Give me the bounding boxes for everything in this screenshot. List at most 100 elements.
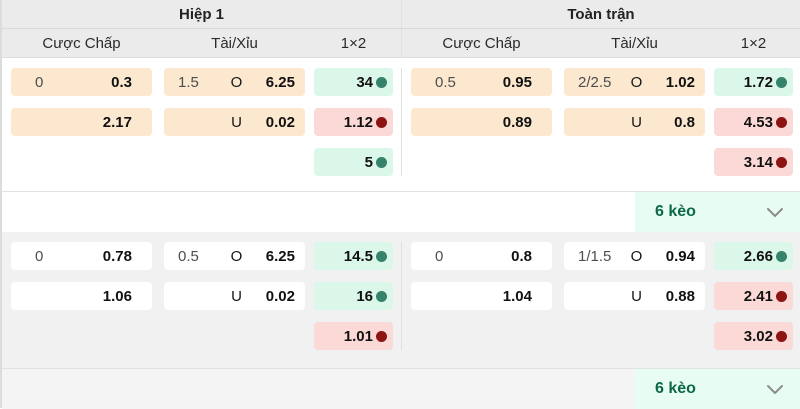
one-x-two-odds-cell[interactable]: 14.5 (314, 242, 393, 270)
column-header-right: Cược Chấp Tài/Xỉu 1×2 (401, 29, 800, 57)
one-x-two-odds: 2.66 (743, 247, 773, 265)
odds-row: 2.17 U 0.02 1.12 (2, 108, 401, 136)
handicap-odds: 0.8 (511, 247, 532, 265)
over-under-odds: 0.88 (665, 287, 695, 305)
trend-dot-icon (776, 156, 787, 168)
chevron-down-icon (766, 384, 784, 395)
over-under-odds: 0.02 (265, 113, 295, 131)
handicap-odds: 0.78 (102, 247, 132, 265)
bookmaker-block-bottom: 0 0.78 0.5 O 6.25 14.5 1.06 (2, 232, 800, 368)
handicap-odds-cell[interactable]: 2.17 (11, 108, 152, 136)
trend-dot-icon (376, 156, 387, 168)
trend-dot-icon (776, 330, 787, 342)
trend-dot-icon (376, 76, 387, 88)
one-x-two-odds: 16 (356, 287, 373, 305)
handicap-odds-cell-empty (411, 148, 552, 176)
odds-row: 0 0.78 0.5 O 6.25 14.5 (2, 242, 401, 270)
one-x-two-odds-cell[interactable]: 1.72 (714, 68, 793, 96)
handicap-odds-cell[interactable]: 0 0.3 (11, 68, 152, 96)
over-under-odds-cell[interactable]: U 0.8 (564, 108, 705, 136)
one-x-two-column-label: 1×2 (340, 34, 367, 52)
one-x-two-odds: 1.12 (343, 113, 373, 131)
over-under-odds: 6.25 (265, 73, 295, 91)
one-x-two-odds: 14.5 (343, 247, 373, 265)
trend-dot-icon (376, 250, 387, 262)
section-divider (2, 191, 800, 192)
more-odds-label: 6 kèo (655, 380, 696, 397)
over-under-letter: O (230, 73, 243, 91)
trend-dot-icon (776, 76, 787, 88)
over-under-odds-cell[interactable]: 0.5 O 6.25 (164, 242, 305, 270)
chevron-down-icon (766, 207, 784, 218)
handicap-odds-cell-empty (411, 322, 552, 350)
more-odds-label: 6 kèo (655, 203, 696, 220)
over-under-odds-cell[interactable]: 1.5 O 6.25 (164, 68, 305, 96)
odds-row: 1.06 U 0.02 16 (2, 282, 401, 310)
one-x-two-odds: 2.41 (743, 287, 773, 305)
period-header: Hiệp 1 Toàn trận (2, 0, 800, 29)
over-under-odds: 1.02 (665, 73, 695, 91)
handicap-odds-cell[interactable]: 0.89 (411, 108, 552, 136)
one-x-two-odds: 3.02 (743, 327, 773, 345)
over-under-letter: U (631, 113, 642, 131)
first-half-header: Hiệp 1 (2, 0, 401, 28)
column-header-left: Cược Chấp Tài/Xỉu 1×2 (2, 29, 401, 57)
one-x-two-odds-cell[interactable]: 3.14 (714, 148, 793, 176)
handicap-odds: 0.95 (502, 73, 532, 91)
more-odds-button[interactable]: 6 kèo (635, 192, 800, 232)
one-x-two-odds-cell[interactable]: 2.41 (714, 282, 793, 310)
total-line: 0.5 (178, 247, 199, 265)
bookmaker-block-top: 0 0.3 1.5 O 6.25 34 2.17 (2, 58, 800, 191)
one-x-two-odds-cell[interactable]: 1.12 (314, 108, 393, 136)
over-under-odds-cell-empty (564, 148, 705, 176)
one-x-two-odds: 4.53 (743, 113, 773, 131)
more-odds-bar: 6 kèo (2, 369, 800, 409)
over-under-odds-cell[interactable]: 2/2.5 O 1.02 (564, 68, 705, 96)
handicap-line: 0.5 (435, 73, 456, 91)
full-match-header: Toàn trận (401, 0, 800, 28)
over-under-odds-cell[interactable]: U 0.02 (164, 108, 305, 136)
over-under-letter: U (231, 113, 242, 131)
over-under-odds-cell[interactable]: 1/1.5 O 0.94 (564, 242, 705, 270)
over-under-odds: 0.8 (674, 113, 695, 131)
odds-row: 1.04 U 0.88 2.41 (402, 282, 800, 310)
one-x-two-odds-cell[interactable]: 5 (314, 148, 393, 176)
one-x-two-odds-cell[interactable]: 3.02 (714, 322, 793, 350)
over-under-odds-cell[interactable]: U 0.88 (564, 282, 705, 310)
handicap-odds: 0.3 (111, 73, 132, 91)
handicap-odds-cell[interactable]: 0 0.8 (411, 242, 552, 270)
one-x-two-odds-cell[interactable]: 4.53 (714, 108, 793, 136)
one-x-two-odds-cell[interactable]: 1.01 (314, 322, 393, 350)
handicap-odds-cell[interactable]: 1.06 (11, 282, 152, 310)
handicap-odds: 1.06 (102, 287, 132, 305)
more-odds-button[interactable]: 6 kèo (635, 369, 800, 409)
handicap-odds-cell[interactable]: 1.04 (411, 282, 552, 310)
over-under-odds-cell[interactable]: U 0.02 (164, 282, 305, 310)
handicap-odds: 2.17 (102, 113, 132, 131)
odds-row: 1.01 (2, 322, 401, 350)
odds-row: 5 (2, 148, 401, 176)
first-half-odds: 0 0.3 1.5 O 6.25 34 2.17 (2, 68, 401, 176)
one-x-two-odds-cell[interactable]: 2.66 (714, 242, 793, 270)
odds-row: 0 0.8 1/1.5 O 0.94 2.66 (402, 242, 800, 270)
handicap-column-label: Cược Chấp (42, 34, 121, 52)
trend-dot-icon (376, 290, 387, 302)
one-x-two-odds: 1.72 (743, 73, 773, 91)
handicap-odds-cell[interactable]: 0.5 0.95 (411, 68, 552, 96)
odds-row: 0.5 0.95 2/2.5 O 1.02 1.72 (402, 68, 800, 96)
odds-row: 3.02 (402, 322, 800, 350)
one-x-two-column-label: 1×2 (740, 34, 767, 52)
handicap-line: 0 (435, 247, 444, 265)
one-x-two-odds-cell[interactable]: 16 (314, 282, 393, 310)
handicap-odds-cell[interactable]: 0 0.78 (11, 242, 152, 270)
full-match-odds: 0.5 0.95 2/2.5 O 1.02 1.72 0.89 (401, 68, 800, 176)
over-under-column-label: Tài/Xỉu (211, 34, 258, 52)
column-header: Cược Chấp Tài/Xỉu 1×2 Cược Chấp Tài/Xỉu … (2, 29, 800, 58)
one-x-two-odds-cell[interactable]: 34 (314, 68, 393, 96)
handicap-odds: 0.89 (502, 113, 532, 131)
handicap-line: 0 (35, 247, 44, 265)
over-under-odds-cell-empty (564, 322, 705, 350)
over-under-letter: U (631, 287, 642, 305)
one-x-two-odds: 1.01 (343, 327, 373, 345)
